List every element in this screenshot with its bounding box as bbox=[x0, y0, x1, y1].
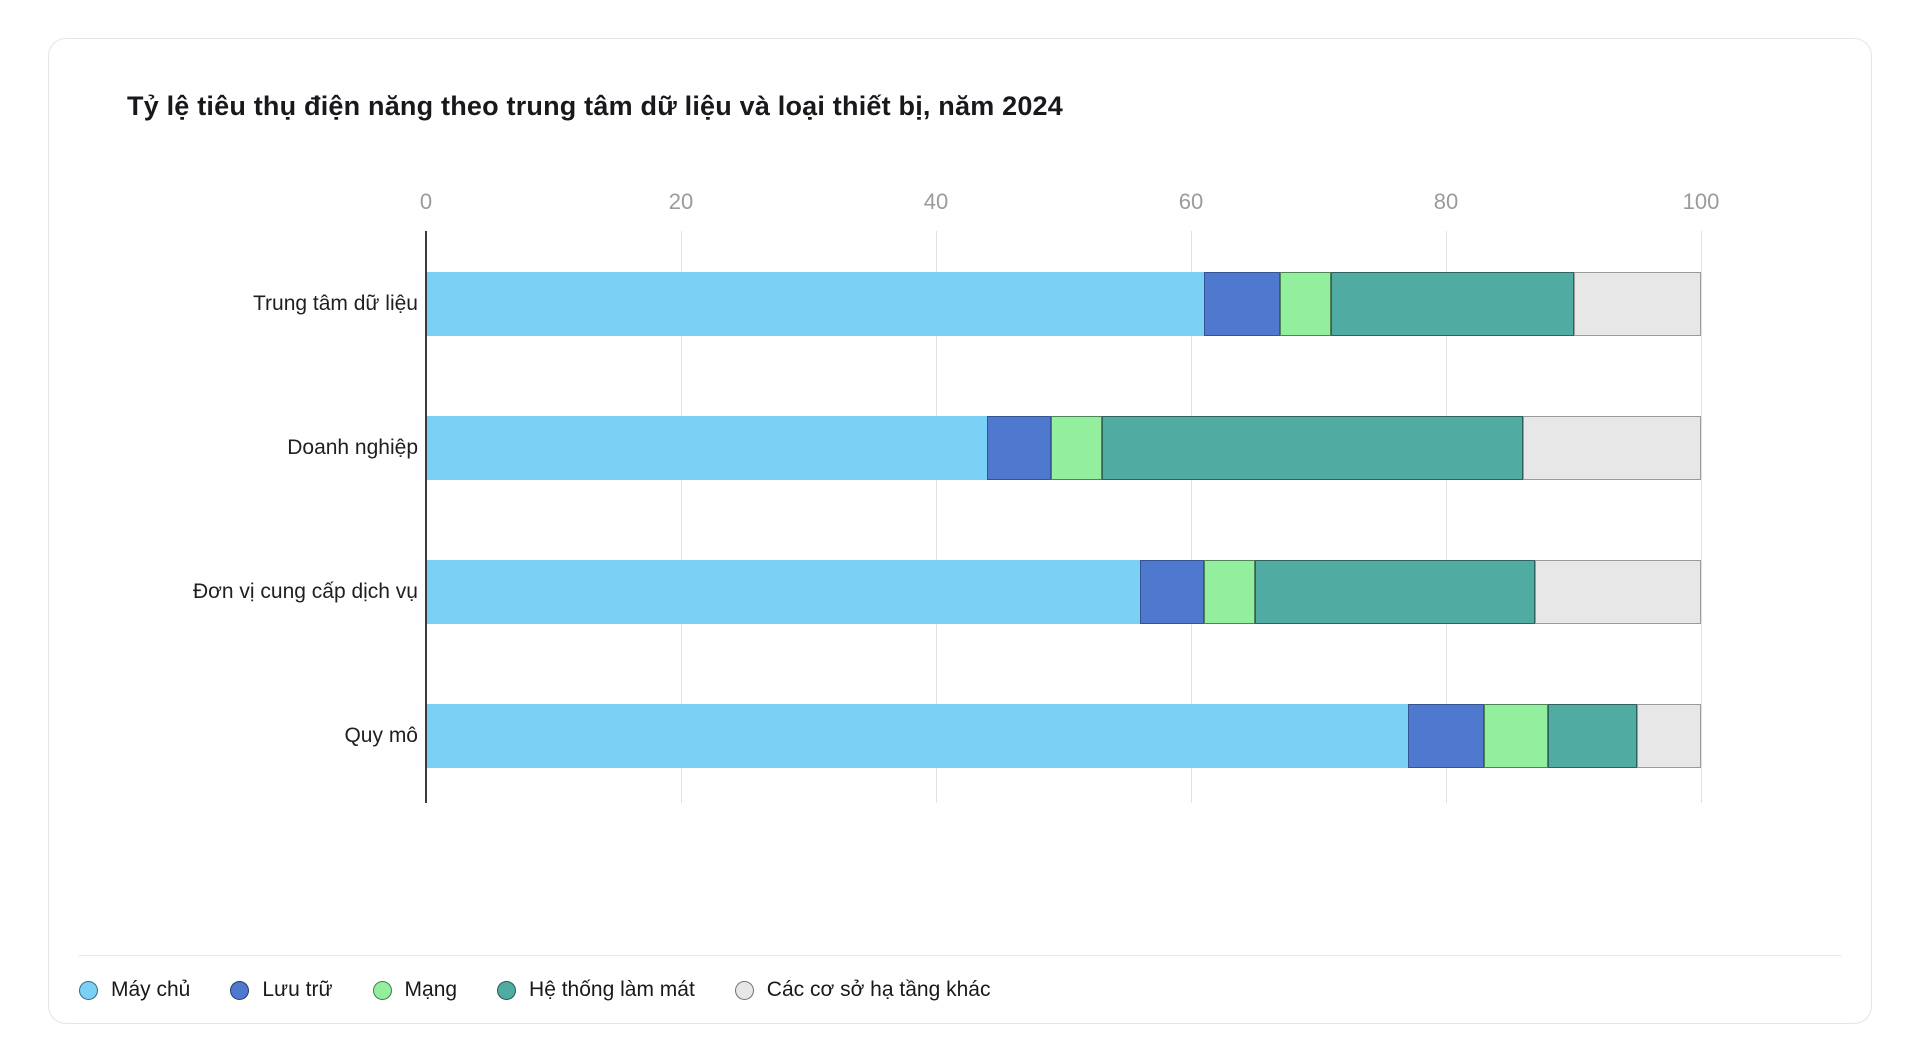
bar-segment[interactable] bbox=[1548, 704, 1638, 768]
bar-segment[interactable] bbox=[1203, 272, 1281, 336]
category-label: Doanh nghiệp bbox=[287, 436, 418, 459]
bar-segment[interactable] bbox=[1280, 272, 1332, 336]
bar-segment[interactable] bbox=[1140, 560, 1204, 624]
legend-label: Các cơ sở hạ tầng khác bbox=[766, 978, 991, 1001]
plot-area bbox=[425, 231, 1702, 803]
bar-segment[interactable] bbox=[1573, 272, 1701, 336]
legend: Máy chủ Lưu trữ Mạng Hệ thống làm mát Các cơ… bbox=[79, 955, 1841, 1024]
x-tick-label: 60 bbox=[1178, 189, 1204, 214]
category-label: Quy mô bbox=[344, 724, 418, 747]
bar-row bbox=[426, 272, 1701, 336]
legend-label: Máy chủ bbox=[111, 978, 191, 1001]
bar-segment[interactable] bbox=[426, 560, 1140, 624]
gridline bbox=[681, 231, 682, 803]
bar-segment[interactable] bbox=[426, 272, 1204, 336]
x-tick-label: 100 bbox=[1682, 189, 1720, 214]
chart-title: Tỷ lệ tiêu thụ điện năng theo trung tâm … bbox=[127, 91, 1063, 121]
legend-swatch-icon bbox=[230, 980, 250, 1000]
x-tick-label: 20 bbox=[668, 189, 694, 214]
bar-segment[interactable] bbox=[987, 416, 1051, 480]
x-tick-label: 0 bbox=[419, 189, 433, 214]
category-label: Trung tâm dữ liệu bbox=[252, 292, 418, 315]
legend-item[interactable]: Lưu trữ bbox=[230, 978, 333, 1002]
legend-label: Lưu trữ bbox=[262, 978, 333, 1001]
x-tick-label: 40 bbox=[923, 189, 949, 214]
bar-row bbox=[426, 560, 1701, 624]
x-tick-label: 80 bbox=[1433, 189, 1459, 214]
gridline bbox=[1191, 231, 1192, 803]
bar-segment[interactable] bbox=[1522, 416, 1701, 480]
gridline bbox=[936, 231, 937, 803]
bar-segment[interactable] bbox=[426, 704, 1408, 768]
legend-item[interactable]: Các cơ sở hạ tầng khác bbox=[734, 978, 991, 1002]
bar-segment[interactable] bbox=[1407, 704, 1485, 768]
legend-item[interactable]: Mạng bbox=[372, 978, 458, 1002]
bar-segment[interactable] bbox=[1050, 416, 1102, 480]
gridline bbox=[1446, 231, 1447, 803]
category-label: Đơn vị cung cấp dịch vụ bbox=[192, 580, 418, 603]
legend-swatch-icon bbox=[372, 980, 392, 1000]
bar-segment[interactable] bbox=[1254, 560, 1536, 624]
legend-swatch-icon bbox=[497, 980, 517, 1000]
bar-segment[interactable] bbox=[1637, 704, 1701, 768]
bar-segment[interactable] bbox=[426, 416, 987, 480]
legend-swatch-icon bbox=[734, 980, 754, 1000]
y-axis-category-labels: Trung tâm dữ liệu Doanh nghiệp Đơn vị cung… bbox=[49, 231, 418, 803]
legend-swatch-icon bbox=[79, 980, 98, 1000]
bar-segment[interactable] bbox=[1535, 560, 1701, 624]
bar-segment[interactable] bbox=[1101, 416, 1523, 480]
bar-segment[interactable] bbox=[1331, 272, 1574, 336]
bar-segment[interactable] bbox=[1484, 704, 1548, 768]
bar-row bbox=[426, 704, 1701, 768]
bar-row bbox=[426, 416, 1701, 480]
x-axis-ticks: 0 20 40 60 80 100 bbox=[420, 189, 1719, 217]
y-axis-line bbox=[425, 231, 427, 803]
legend-label: Hệ thống làm mát bbox=[529, 978, 695, 1001]
legend-label: Mạng bbox=[404, 978, 458, 1001]
legend-item[interactable]: Máy chủ bbox=[79, 978, 190, 1002]
legend-item[interactable]: Hệ thống làm mát bbox=[497, 978, 695, 1002]
chart-card: Tỷ lệ tiêu thụ điện năng theo trung tâm … bbox=[48, 38, 1872, 1024]
bar-segment[interactable] bbox=[1203, 560, 1255, 624]
gridline bbox=[1701, 231, 1702, 803]
